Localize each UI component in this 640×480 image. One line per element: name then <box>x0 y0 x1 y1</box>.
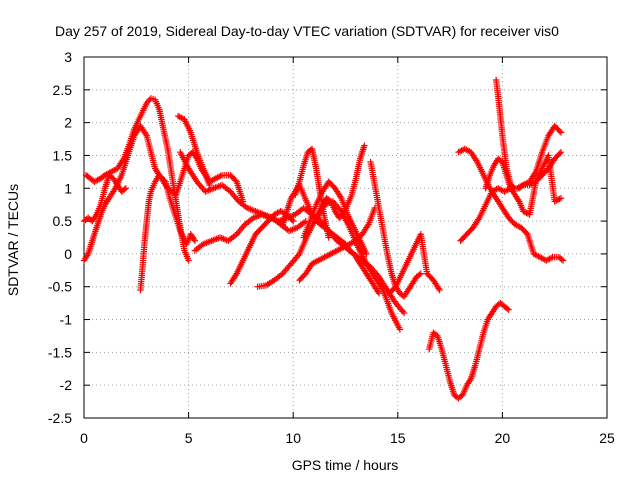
series-sat-h <box>227 208 297 287</box>
data-point <box>556 150 563 157</box>
data-point <box>361 142 368 149</box>
data-point <box>504 305 511 312</box>
data-point <box>557 129 565 136</box>
x-tick-label: 20 <box>495 430 511 446</box>
data-point <box>505 306 512 313</box>
series-sat-n <box>315 142 368 222</box>
x-axis-label: GPS time / hours <box>292 457 399 473</box>
series-sat-u <box>482 152 565 218</box>
series-sat-k <box>292 145 332 241</box>
series-sat-j <box>279 181 383 297</box>
series-sat-m <box>296 204 378 284</box>
y-tick-label: -1 <box>60 312 73 328</box>
axis-ticks <box>83 56 608 419</box>
x-tick-label: 25 <box>599 430 615 446</box>
series-sat-p <box>386 231 443 297</box>
data-point <box>144 98 152 105</box>
y-tick-label: 0 <box>64 246 72 262</box>
data-point <box>556 127 563 135</box>
x-tick-label: 5 <box>185 430 193 446</box>
data-point <box>417 270 425 277</box>
data-point <box>290 217 297 225</box>
data-point <box>121 186 128 193</box>
data-point <box>143 99 150 107</box>
data-point <box>557 148 565 156</box>
data-point <box>232 177 239 184</box>
data-point <box>396 326 404 333</box>
y-tick-label: 3 <box>64 49 72 65</box>
series-sat-o <box>367 158 425 300</box>
y-tick-label: 1.5 <box>53 147 73 163</box>
data-point <box>375 290 383 297</box>
y-tick-label: 2.5 <box>53 82 73 98</box>
x-tick-labels: 0 5 10 15 20 25 <box>80 430 615 446</box>
series-sat-q <box>425 299 512 402</box>
data-point <box>288 216 296 223</box>
data-point <box>400 309 408 317</box>
data-point <box>523 229 530 237</box>
y-axis-label: SDTVAR / TECUs <box>5 184 21 296</box>
y-tick-label: 0.5 <box>53 213 73 229</box>
y-tick-label: -2.5 <box>48 410 72 426</box>
data-point <box>436 286 443 294</box>
series-sat-a <box>137 171 199 294</box>
data-point <box>185 257 192 264</box>
data-markers <box>80 76 567 402</box>
data-point <box>416 271 423 278</box>
x-tick-label: 10 <box>285 430 301 446</box>
data-point <box>557 194 565 202</box>
data-point <box>191 237 199 244</box>
data-point <box>558 256 565 263</box>
series-sat-e <box>174 112 247 205</box>
data-point <box>122 185 130 192</box>
data-point <box>559 257 567 264</box>
y-tick-labels: -2.5 -2 -1.5 -1 -0.5 0 0.5 1 1.5 2 2.5 3 <box>48 49 72 426</box>
x-tick-label: 0 <box>80 430 88 446</box>
plot-frame <box>83 56 608 419</box>
data-point <box>146 96 153 104</box>
series-sat-d <box>80 171 130 225</box>
y-tick-label: -1.5 <box>48 344 72 360</box>
chart-title: Day 257 of 2019, Sidereal Day-to-day VTE… <box>55 23 559 39</box>
y-tick-label: -2 <box>60 377 73 393</box>
x-tick-label: 15 <box>390 430 406 446</box>
series-sat-b <box>82 95 192 264</box>
data-point <box>325 234 332 241</box>
data-point <box>363 250 370 258</box>
y-tick-label: -0.5 <box>48 279 72 295</box>
y-tick-label: 1 <box>64 180 72 196</box>
y-tick-label: 2 <box>64 115 72 131</box>
series-sat-i <box>254 198 404 333</box>
